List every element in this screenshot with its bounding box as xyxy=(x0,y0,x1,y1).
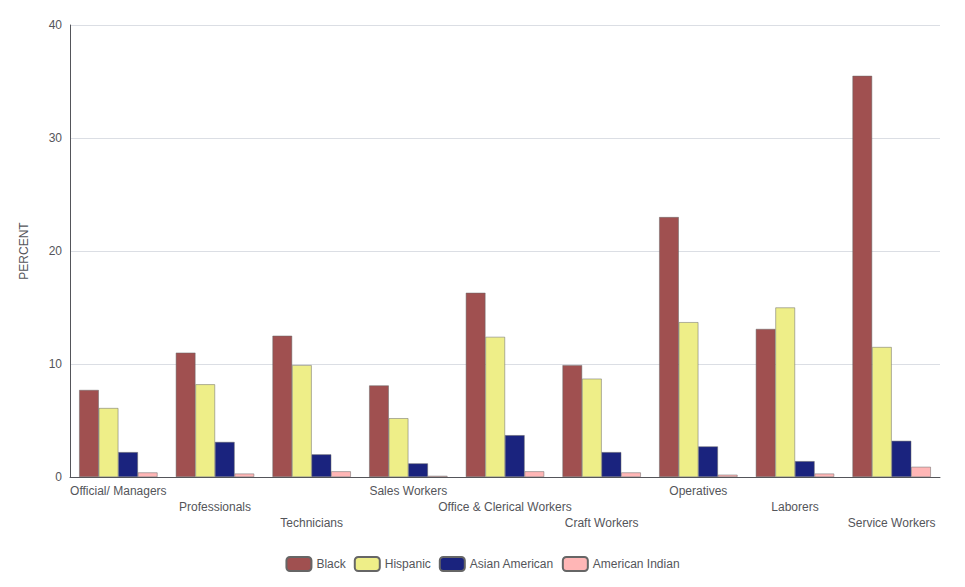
svg-text:American Indian: American Indian xyxy=(593,557,680,571)
svg-text:Asian American: Asian American xyxy=(470,557,553,571)
svg-text:Service Workers: Service Workers xyxy=(848,516,936,530)
svg-text:Office & Clerical Workers: Office & Clerical Workers xyxy=(438,500,572,514)
svg-text:Operatives: Operatives xyxy=(669,484,727,498)
svg-text:0: 0 xyxy=(55,470,62,484)
svg-text:Technicians: Technicians xyxy=(280,516,343,530)
svg-text:Professionals: Professionals xyxy=(179,500,251,514)
svg-text:40: 40 xyxy=(49,18,63,32)
svg-text:Craft Workers: Craft Workers xyxy=(565,516,639,530)
svg-text:PERCENT: PERCENT xyxy=(17,222,31,280)
svg-text:Sales Workers: Sales Workers xyxy=(369,484,447,498)
svg-text:Hispanic: Hispanic xyxy=(385,557,431,571)
svg-text:10: 10 xyxy=(49,357,63,371)
svg-text:Official/ Managers: Official/ Managers xyxy=(70,484,167,498)
svg-text:Laborers: Laborers xyxy=(771,500,818,514)
svg-text:20: 20 xyxy=(49,244,63,258)
svg-text:Black: Black xyxy=(316,557,346,571)
svg-text:30: 30 xyxy=(49,131,63,145)
